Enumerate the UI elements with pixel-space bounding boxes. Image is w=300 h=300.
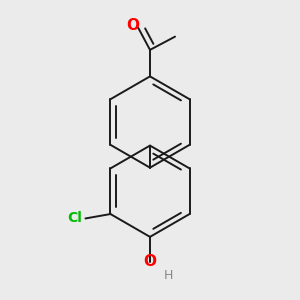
Text: O: O	[143, 254, 157, 269]
Text: H: H	[164, 269, 173, 282]
Text: O: O	[126, 18, 139, 33]
Text: Cl: Cl	[68, 212, 82, 226]
